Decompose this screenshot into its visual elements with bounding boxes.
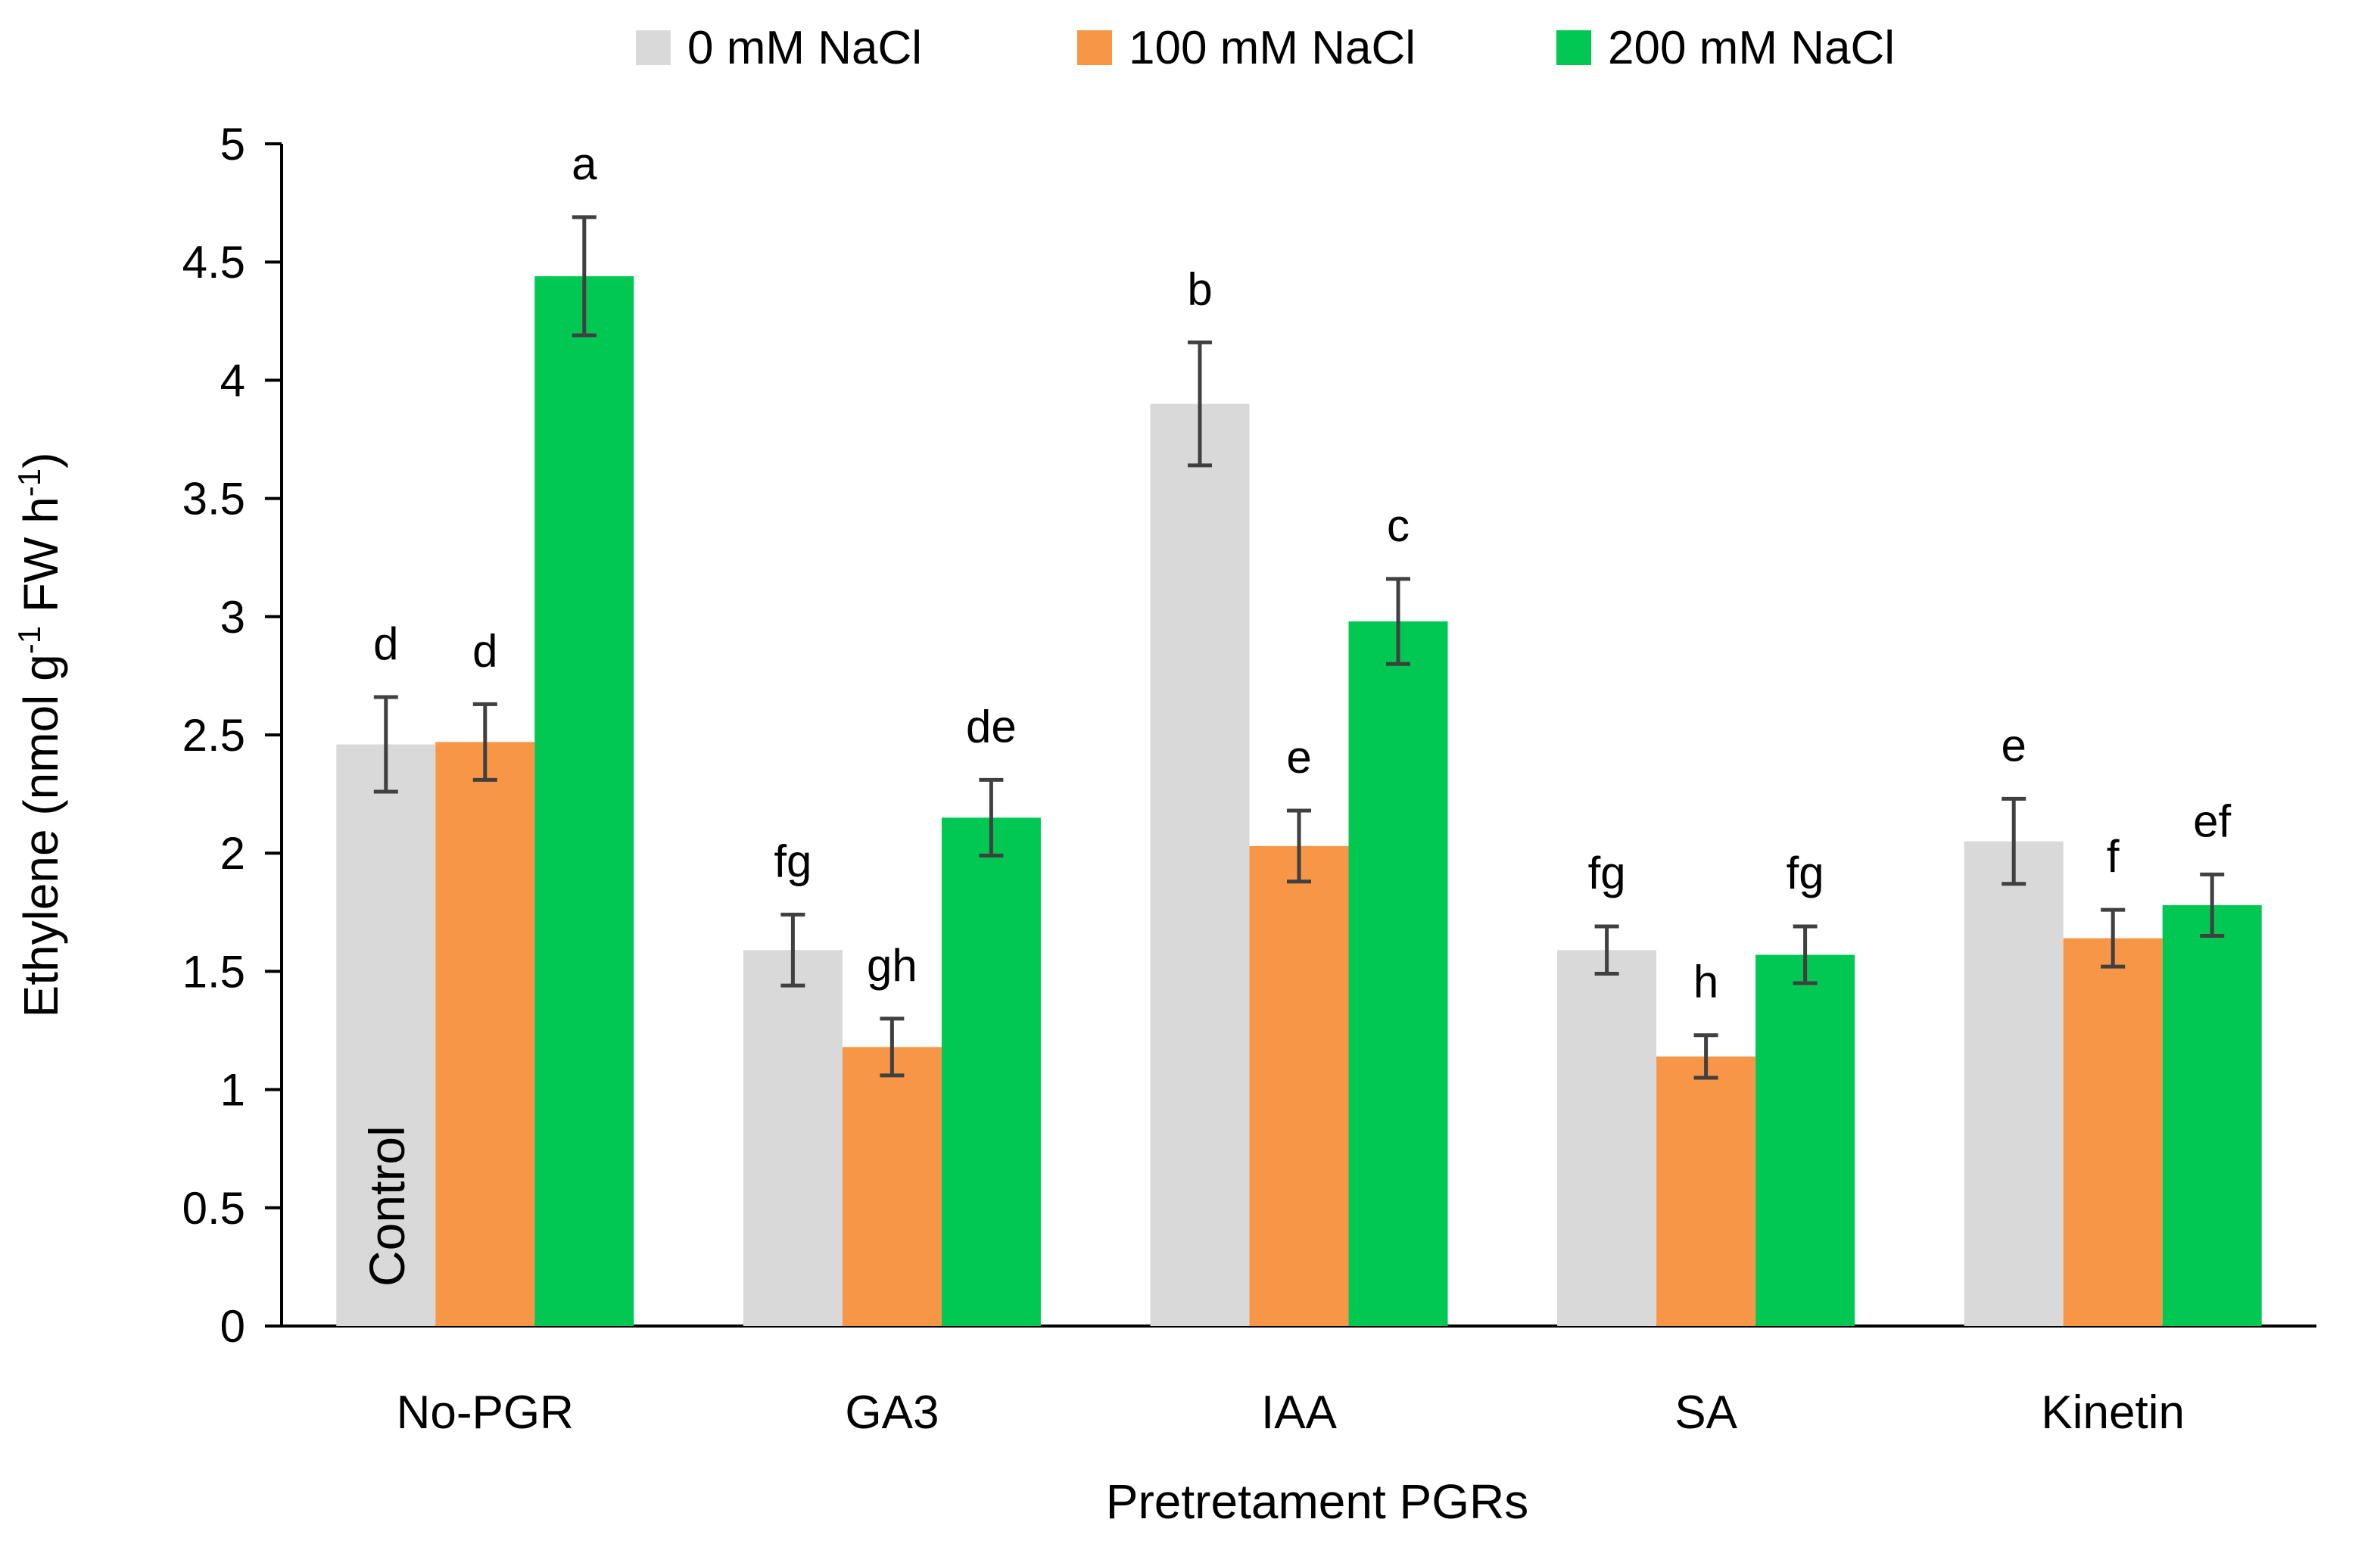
significance-letter: gh [867,940,917,991]
significance-letter: d [373,618,398,669]
legend-label: 200 mM NaCl [1608,22,1895,74]
x-axis-title: Pretretament PGRs [1106,1474,1528,1529]
significance-letter: ef [2193,795,2231,846]
significance-letter: e [2002,720,2026,770]
y-tick-label: 3 [220,592,245,643]
x-category-label: Kinetin [2041,1387,2185,1439]
x-category-label: IAA [1261,1387,1338,1439]
y-tick-label: 4.5 [182,237,245,288]
y-axis-title: Ethylene (nmol g-1 FW h-1) [11,453,69,1018]
bar [435,742,535,1326]
bar [1557,950,1657,1326]
bar [743,950,843,1326]
error-bars-group [373,215,2225,1080]
y-title-mid: FW h [14,497,68,626]
legend-swatch [636,30,671,65]
y-title-main: Ethylene (nmol g [14,654,68,1017]
bar [1249,845,1349,1326]
bar [1150,403,1250,1326]
y-title-superscript: -1 [11,468,47,497]
y-tick-label: 0 [220,1301,245,1352]
y-title-end: ) [14,453,68,468]
x-axis: No-PGR GA3 IAA SA Kinetin [282,1325,2316,1439]
bar [2162,904,2262,1326]
x-category-label: No-PGR [397,1387,574,1439]
significance-letter: e [1286,732,1311,783]
bar [1755,954,1855,1326]
bar [1656,1056,1756,1326]
y-tick-label: 2.5 [182,710,245,761]
y-title-superscript: -1 [11,626,47,654]
y-tick-label: 4 [220,355,245,406]
significance-letter: fg [1588,848,1626,898]
significance-letter: a [572,139,597,189]
significance-letter: fg [774,836,812,886]
significance-letter: f [2107,831,2120,882]
control-annotation: Control [359,1125,415,1287]
x-category-label: SA [1674,1387,1737,1439]
legend-swatch [1556,30,1591,65]
y-tick-label: 0.5 [182,1183,245,1234]
significance-letter: d [472,625,497,676]
significance-letter: fg [1787,848,1824,898]
significance-letter: c [1387,500,1410,551]
y-tick-label: 5 [220,119,245,170]
bar [2063,938,2163,1326]
bar [1348,621,1448,1326]
bar [941,817,1041,1326]
significance-letter: h [1693,957,1718,1007]
y-axis: 0 0.5 1 1.5 2 2.5 3 3.5 4 4.5 5 [182,119,283,1352]
y-tick-label: 1 [220,1065,245,1116]
bar [1964,841,2064,1326]
y-tick-label: 2 [220,828,245,879]
significance-letter: b [1187,263,1212,314]
y-tick-label: 1.5 [182,946,245,997]
bar [336,744,436,1326]
significance-letter: de [966,701,1017,752]
significance-labels-group: d fg b fg e d gh e h f a de c fg ef [373,139,2231,1007]
legend-swatch [1077,30,1112,65]
x-category-label: GA3 [845,1387,939,1439]
legend-label: 100 mM NaCl [1129,22,1416,74]
bars-group [336,275,2262,1327]
legend-label: 0 mM NaCl [687,22,922,74]
bar [842,1047,942,1326]
legend: 0 mM NaCl 100 mM NaCl 200 mM NaCl [636,22,1895,74]
bar [534,275,634,1327]
y-tick-label: 3.5 [182,474,245,525]
